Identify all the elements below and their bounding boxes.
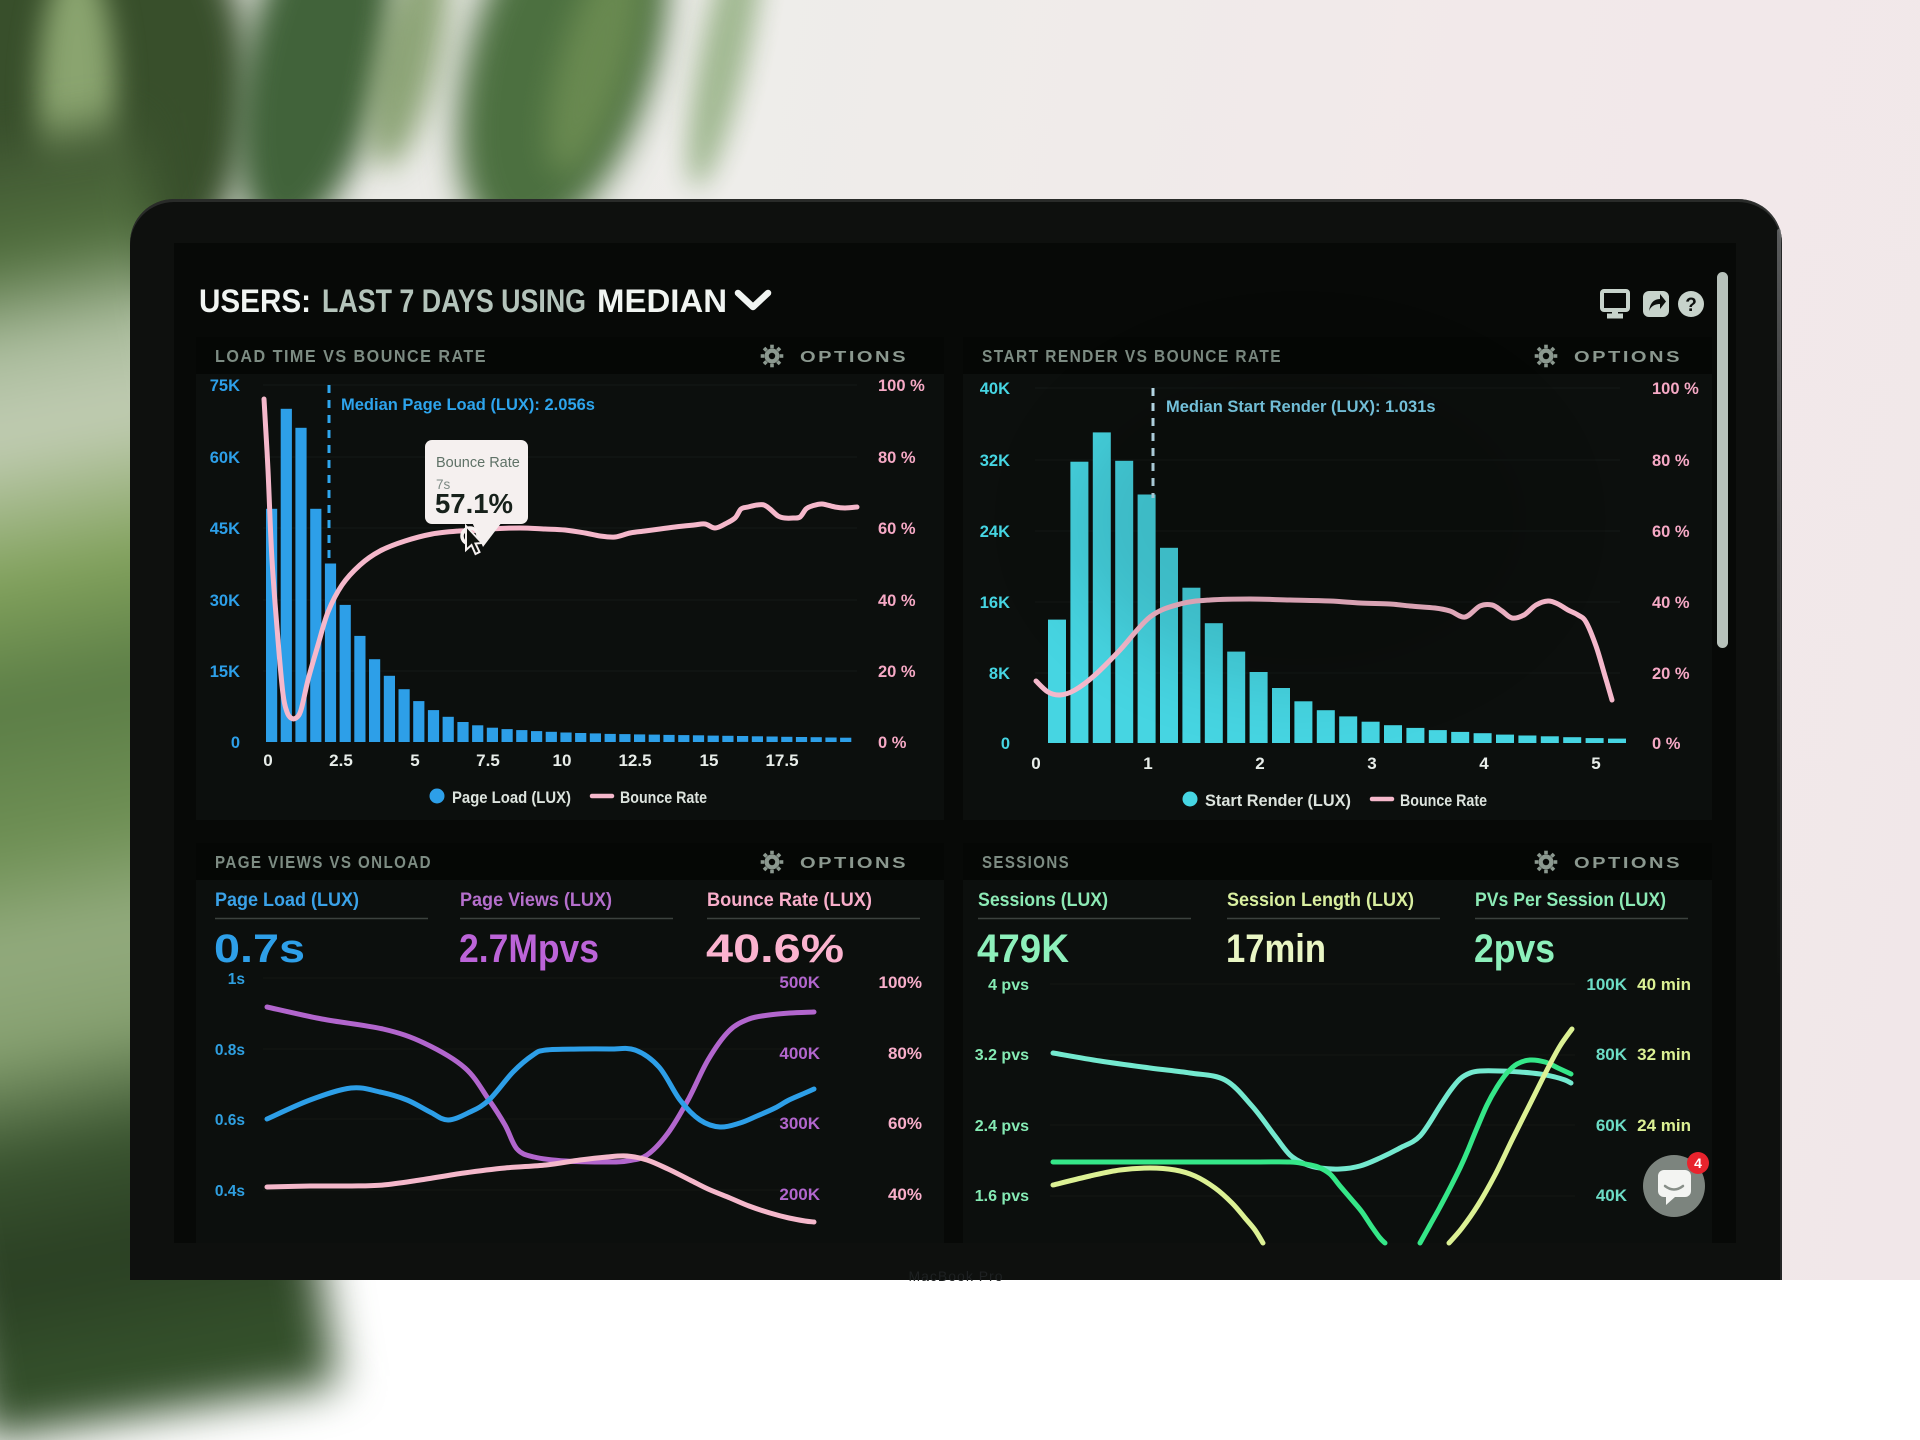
svg-text:Bounce Rate: Bounce Rate <box>1400 792 1487 810</box>
svg-text:Bounce Rate (LUX): Bounce Rate (LUX) <box>707 889 872 911</box>
svg-text:OPTIONS: OPTIONS <box>800 349 908 366</box>
svg-text:LAST 7 DAYS USING: LAST 7 DAYS USING <box>322 283 586 319</box>
svg-text:60 %: 60 % <box>1652 523 1690 541</box>
svg-text:1s: 1s <box>228 971 245 988</box>
svg-text:7s: 7s <box>436 477 451 492</box>
svg-text:2: 2 <box>1255 754 1264 773</box>
svg-text:80 %: 80 % <box>878 449 916 467</box>
svg-text:45K: 45K <box>210 520 240 538</box>
svg-text:24 min: 24 min <box>1637 1116 1691 1135</box>
svg-text:3.2 pvs: 3.2 pvs <box>975 1047 1029 1064</box>
svg-text:Median Page Load (LUX): 2.056s: Median Page Load (LUX): 2.056s <box>341 396 595 414</box>
svg-text:0.4s: 0.4s <box>215 1183 245 1200</box>
svg-text:0.6s: 0.6s <box>215 1112 245 1129</box>
svg-text:57.1%: 57.1% <box>435 488 513 519</box>
svg-text:60K: 60K <box>1596 1116 1628 1135</box>
svg-text:USERS:: USERS: <box>199 283 311 319</box>
svg-text:80K: 80K <box>1596 1045 1628 1064</box>
svg-text:Page Views (LUX): Page Views (LUX) <box>460 889 612 911</box>
svg-text:100K: 100K <box>1586 975 1627 994</box>
svg-text:40.6%: 40.6% <box>706 927 844 971</box>
svg-text:24K: 24K <box>980 523 1010 541</box>
svg-text:32K: 32K <box>980 452 1010 470</box>
svg-text:0 %: 0 % <box>1652 735 1681 753</box>
svg-text:100 %: 100 % <box>878 377 925 395</box>
svg-text:12.5: 12.5 <box>618 751 651 770</box>
svg-text:15: 15 <box>700 751 719 770</box>
svg-text:0: 0 <box>1001 735 1010 753</box>
svg-text:7.5: 7.5 <box>476 751 500 770</box>
svg-text:0: 0 <box>1031 754 1040 773</box>
svg-text:3: 3 <box>1367 754 1376 773</box>
svg-text:2.4 pvs: 2.4 pvs <box>975 1118 1029 1135</box>
svg-text:2.7Mpvs: 2.7Mpvs <box>459 927 599 971</box>
svg-text:Start Render (LUX): Start Render (LUX) <box>1205 792 1351 810</box>
svg-text:PVs Per Session (LUX): PVs Per Session (LUX) <box>1475 889 1666 911</box>
svg-text:479K: 479K <box>977 927 1069 971</box>
svg-text:30K: 30K <box>210 592 240 610</box>
svg-text:60 %: 60 % <box>878 520 916 538</box>
svg-text:Page Load (LUX): Page Load (LUX) <box>452 789 571 807</box>
svg-text:17.5: 17.5 <box>765 751 798 770</box>
svg-text:OPTIONS: OPTIONS <box>1574 855 1682 872</box>
svg-text:40 min: 40 min <box>1637 975 1691 994</box>
svg-text:40 %: 40 % <box>878 592 916 610</box>
svg-text:OPTIONS: OPTIONS <box>1574 349 1682 366</box>
svg-text:5: 5 <box>410 751 419 770</box>
svg-text:2.5: 2.5 <box>329 751 353 770</box>
svg-text:8K: 8K <box>989 665 1010 683</box>
svg-text:0.8s: 0.8s <box>215 1042 245 1059</box>
svg-text:80%: 80% <box>888 1044 922 1063</box>
svg-text:0: 0 <box>263 751 272 770</box>
svg-text:PAGE VIEWS VS ONLOAD: PAGE VIEWS VS ONLOAD <box>215 852 432 872</box>
svg-text:40 %: 40 % <box>1652 594 1690 612</box>
svg-text:200K: 200K <box>779 1185 820 1204</box>
svg-text:Page Load (LUX): Page Load (LUX) <box>215 889 359 911</box>
svg-text:17min: 17min <box>1226 927 1326 971</box>
svg-text:20 %: 20 % <box>1652 665 1690 683</box>
svg-text:400K: 400K <box>779 1044 820 1063</box>
svg-text:40%: 40% <box>888 1185 922 1204</box>
svg-text:10: 10 <box>553 751 572 770</box>
svg-text:20 %: 20 % <box>878 663 916 681</box>
svg-text:1.6 pvs: 1.6 pvs <box>975 1188 1029 1205</box>
svg-text:START RENDER VS BOUNCE RATE: START RENDER VS BOUNCE RATE <box>982 346 1282 366</box>
svg-text:500K: 500K <box>779 973 820 992</box>
svg-text:75K: 75K <box>210 377 240 395</box>
svg-text:OPTIONS: OPTIONS <box>800 855 908 872</box>
svg-text:Sessions (LUX): Sessions (LUX) <box>978 889 1108 911</box>
svg-text:LOAD TIME VS BOUNCE RATE: LOAD TIME VS BOUNCE RATE <box>215 346 487 366</box>
svg-text:4 pvs: 4 pvs <box>988 977 1029 994</box>
svg-text:100 %: 100 % <box>1652 380 1699 398</box>
svg-text:32 min: 32 min <box>1637 1045 1691 1064</box>
svg-text:Bounce Rate: Bounce Rate <box>436 455 520 471</box>
svg-text:SESSIONS: SESSIONS <box>982 852 1070 872</box>
svg-text:4: 4 <box>1694 1155 1702 1171</box>
svg-text:4: 4 <box>1479 754 1489 773</box>
svg-text:100%: 100% <box>879 973 922 992</box>
svg-text:5: 5 <box>1591 754 1600 773</box>
svg-text:?: ? <box>1685 295 1697 316</box>
svg-text:0.7s: 0.7s <box>214 927 305 971</box>
svg-text:Session Length (LUX): Session Length (LUX) <box>1227 889 1414 911</box>
svg-text:40K: 40K <box>980 380 1010 398</box>
svg-text:Bounce Rate: Bounce Rate <box>620 789 707 807</box>
svg-text:0 %: 0 % <box>878 734 907 752</box>
svg-text:80 %: 80 % <box>1652 452 1690 470</box>
svg-text:40K: 40K <box>1596 1186 1628 1205</box>
svg-text:1: 1 <box>1143 754 1152 773</box>
svg-text:60K: 60K <box>210 449 240 467</box>
svg-text:0: 0 <box>231 734 240 752</box>
svg-text:2pvs: 2pvs <box>1474 927 1555 971</box>
svg-text:15K: 15K <box>210 663 240 681</box>
svg-text:60%: 60% <box>888 1114 922 1133</box>
svg-text:300K: 300K <box>779 1114 820 1133</box>
svg-text:16K: 16K <box>980 594 1010 612</box>
svg-text:MEDIAN: MEDIAN <box>597 283 727 319</box>
